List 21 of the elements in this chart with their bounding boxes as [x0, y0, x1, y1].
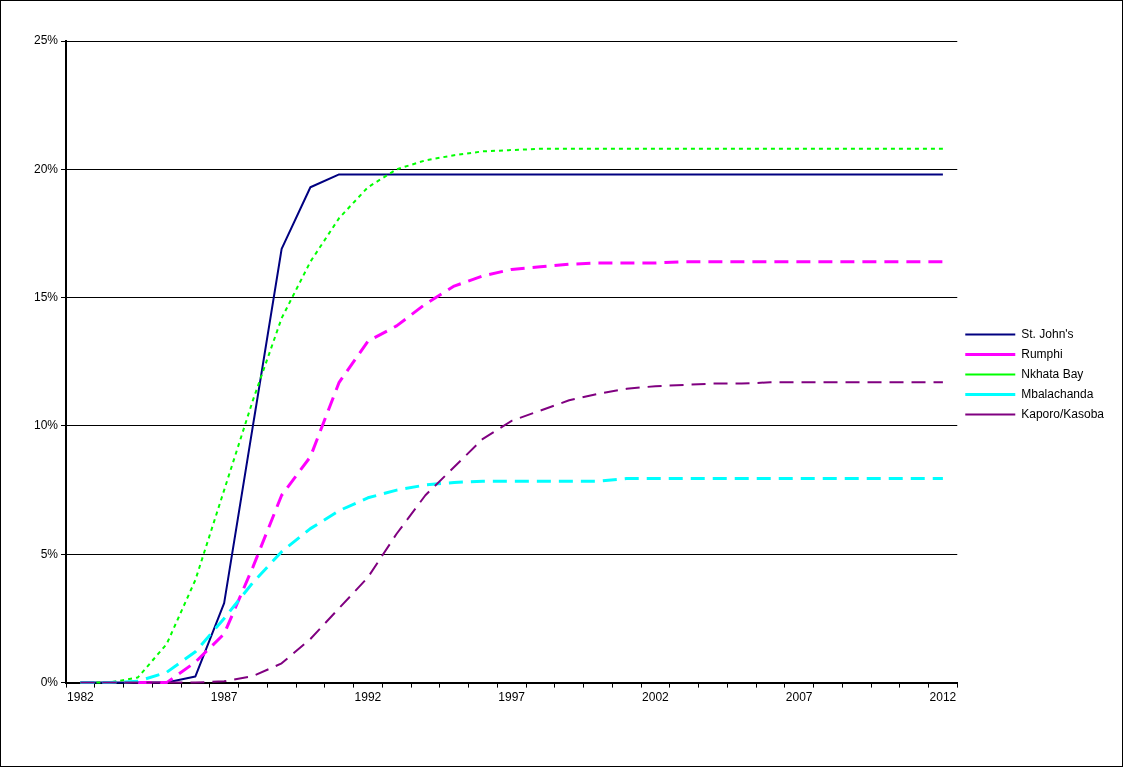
x-tick-label: 2012 — [929, 690, 957, 705]
y-tick-label: 0% — [40, 674, 59, 689]
y-tick-label: 10% — [33, 418, 59, 433]
legend-label: Mbalachanda — [1021, 386, 1094, 401]
x-tick-label: 2007 — [785, 690, 813, 705]
x-tick-label: 1982 — [67, 690, 95, 705]
y-tick-label: 20% — [33, 161, 59, 176]
legend-label: Nkhata Bay — [1021, 366, 1084, 381]
x-tick-label: 2002 — [642, 690, 670, 705]
x-tick-label: 1987 — [210, 690, 238, 705]
line-series — [78, 477, 945, 685]
x-tick-label: 1992 — [354, 690, 382, 705]
legend-label: Rumphi — [1021, 346, 1063, 361]
y-tick-label: 25% — [33, 33, 59, 48]
line-series — [136, 260, 945, 685]
y-tick-label: 15% — [33, 289, 59, 304]
y-tick-label: 5% — [40, 546, 59, 561]
legend-label: Kaporo/Kasoba — [1021, 406, 1105, 421]
x-tick-label: 1997 — [498, 690, 526, 705]
legend-label: St. John's — [1021, 326, 1074, 341]
line-series — [79, 381, 944, 684]
